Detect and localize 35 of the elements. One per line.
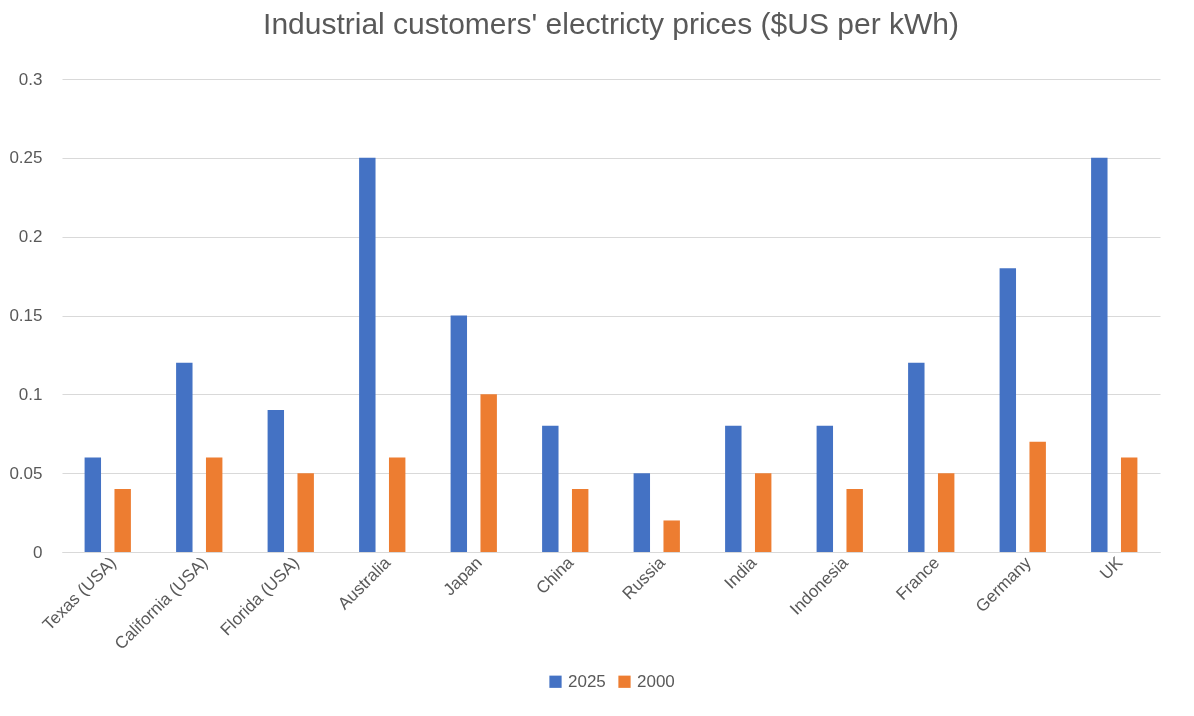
bar [725,425,742,552]
legend-label: 2025 [568,671,606,691]
bar [633,473,651,552]
bar [571,488,589,552]
bar [1029,441,1046,552]
bar [388,457,406,552]
bar [114,488,131,552]
bar [359,157,376,552]
y-tick-label: 0.2 [18,227,43,247]
y-tick-label: 0.1 [18,384,43,404]
chart-title: Industrial customers' electricty prices ($US per kWh) [263,7,959,40]
legend-label: 2000 [637,671,675,691]
bar [1091,157,1108,552]
y-tick-label: 0.05 [9,463,43,483]
y-tick-label: 0.15 [9,306,43,325]
bar [754,473,772,552]
bar [480,394,497,552]
bar [999,268,1017,552]
bar [450,315,468,552]
bar [663,520,680,552]
bar [816,425,834,552]
bar [297,473,314,552]
bar [937,473,955,552]
bar [176,362,193,552]
x-tick-label: UK [1096,552,1127,584]
bar [846,488,863,552]
y-tick-label: 0.25 [9,148,43,168]
bar [908,362,925,552]
bar [542,425,559,552]
bar [84,457,102,552]
bar [205,457,223,552]
bar [267,410,285,552]
y-tick-label: 0 [33,542,43,562]
y-tick-label: 0.3 [18,69,43,89]
bar [1120,457,1138,552]
